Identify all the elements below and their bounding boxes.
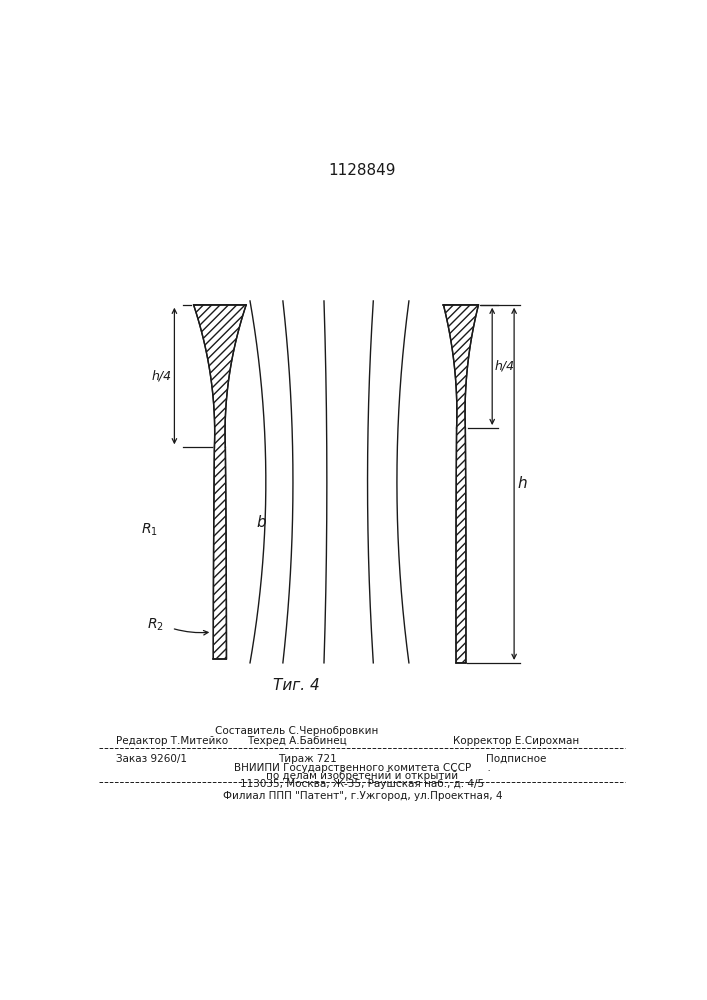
Text: 1128849: 1128849 <box>329 163 396 178</box>
Text: Техред А.Бабинец: Техред А.Бабинец <box>247 736 346 746</box>
Text: b: b <box>256 515 266 530</box>
Text: по делам изобретений и открытий: по делам изобретений и открытий <box>267 771 458 781</box>
Text: h: h <box>518 476 527 491</box>
Text: $R_1$: $R_1$ <box>141 522 158 538</box>
Text: h/4: h/4 <box>495 360 515 373</box>
Polygon shape <box>443 305 479 663</box>
Text: Корректор Е.Сирохман: Корректор Е.Сирохман <box>452 736 579 746</box>
Text: Составитель С.Чернобровкин: Составитель С.Чернобровкин <box>215 726 378 736</box>
Text: Филиал ППП "Патент", г.Ужгород, ул.Проектная, 4: Филиал ППП "Патент", г.Ужгород, ул.Проек… <box>223 791 502 801</box>
Text: Подписное: Подписное <box>486 754 546 764</box>
Text: Тираж 721: Тираж 721 <box>278 754 337 764</box>
Polygon shape <box>194 305 246 659</box>
Text: 113035, Москва, Ж-35, Раушская наб., д. 4/5: 113035, Москва, Ж-35, Раушская наб., д. … <box>240 779 484 789</box>
Text: h/4: h/4 <box>151 370 172 383</box>
Text: Заказ 9260/1: Заказ 9260/1 <box>116 754 187 764</box>
Text: $R_2$: $R_2$ <box>147 616 163 633</box>
Text: Редактор Т.Митейко: Редактор Т.Митейко <box>116 736 228 746</box>
Text: ВНИИПИ Государственного комитета СССР     .: ВНИИПИ Государственного комитета СССР . <box>234 763 491 773</box>
Text: Τиг. 4: Τиг. 4 <box>273 678 320 693</box>
